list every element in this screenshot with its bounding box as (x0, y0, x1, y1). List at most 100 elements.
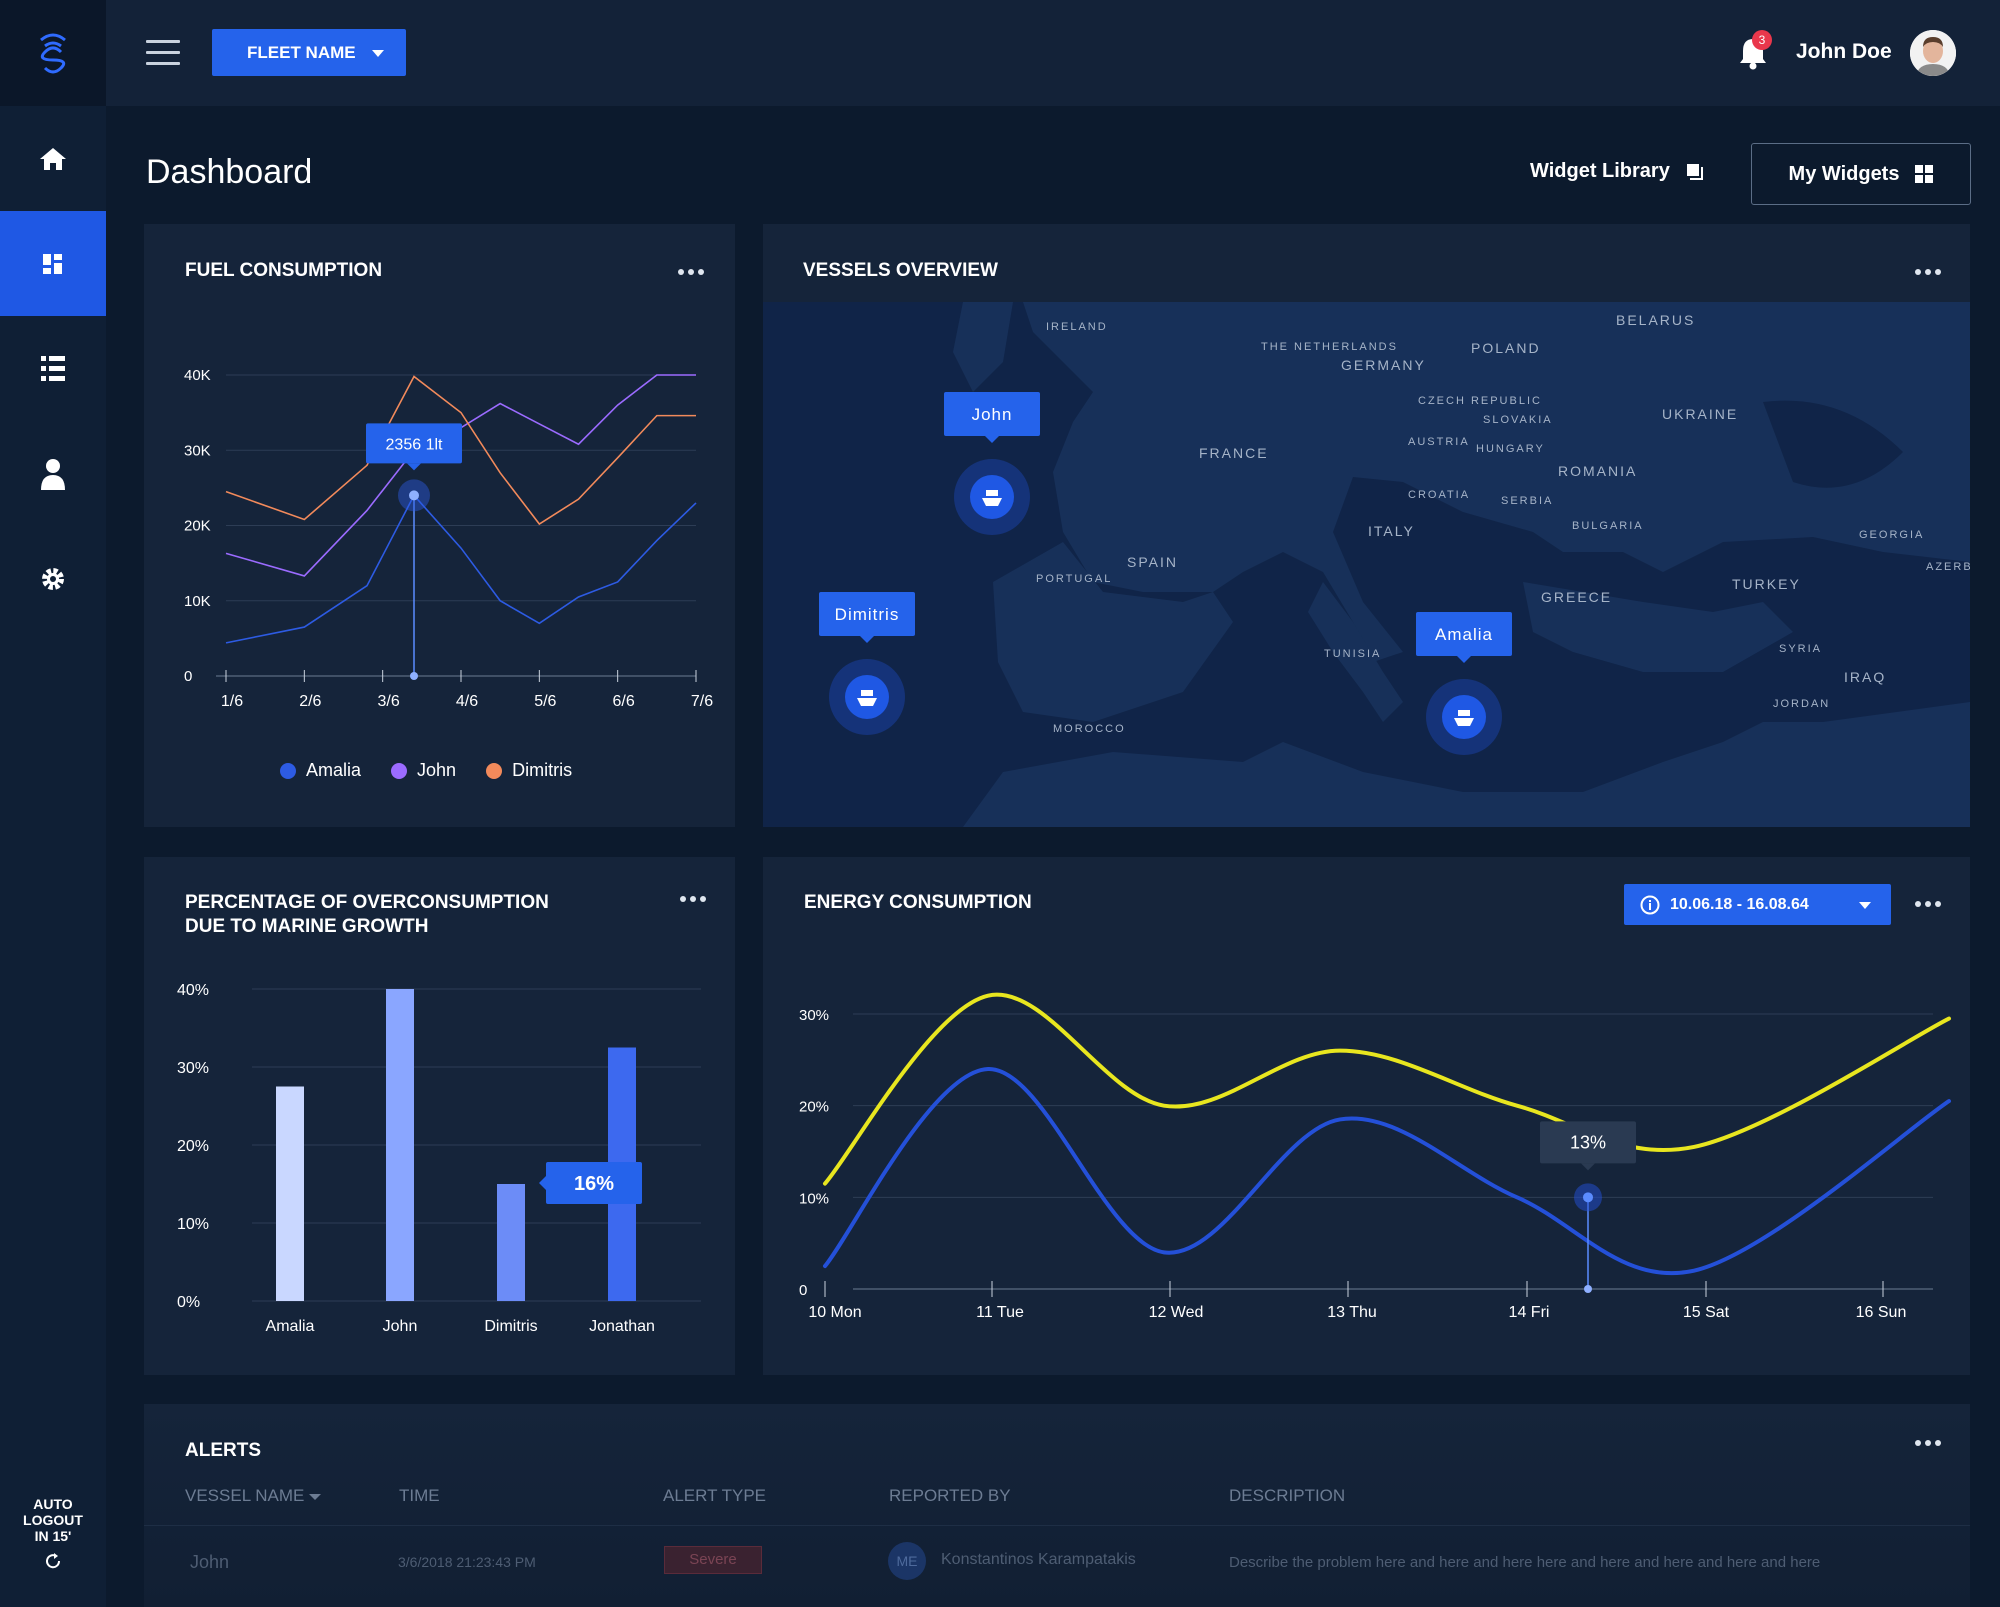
status-badge: Severe (664, 1546, 762, 1574)
energy-card-menu-icon[interactable] (1915, 901, 1941, 907)
column-vessel-name[interactable]: VESSEL NAME (185, 1486, 322, 1506)
reporter-avatar: ME (888, 1542, 926, 1580)
tooltip-arrow (1581, 1163, 1595, 1171)
legend-item-dimitris[interactable]: Dimitris (486, 760, 572, 781)
vessels-map[interactable]: IRELAND THE NETHERLANDS GERMANY POLAND BELAR… (763, 302, 1970, 827)
menu-icon[interactable] (146, 40, 180, 66)
column-alert-type[interactable]: ALERT TYPE (663, 1486, 766, 1505)
column-time[interactable]: TIME (399, 1486, 440, 1505)
table-row[interactable]: John 3/6/2018 21:23:43 PM Severe ME Kons… (144, 1525, 1970, 1591)
y-tick-label: 20% (799, 1099, 829, 1116)
map-label-tunisia: TUNISIA (1324, 648, 1381, 660)
map-label-ireland: IRELAND (1046, 321, 1108, 333)
legend-item-john[interactable]: John (391, 760, 456, 781)
sidebar-item-home[interactable] (0, 106, 106, 211)
chevron-down-icon (1859, 902, 1871, 909)
highlight-point (409, 490, 419, 501)
y-tick-label: 0 (799, 1282, 807, 1299)
marker-label-box (1416, 612, 1512, 656)
map-label-czech-republic: CZECH REPUBLIC (1418, 395, 1542, 407)
energy-card-title: ENERGY CONSUMPTION (804, 892, 1032, 913)
ship-icon (982, 490, 1002, 506)
map-label-portugal: PORTUGAL (1036, 573, 1112, 585)
y-tick-label: 40K (184, 367, 211, 384)
y-tick-label: 0% (177, 1294, 200, 1311)
map-label-greece: GREECE (1541, 589, 1612, 605)
sidebar-item-dashboard[interactable] (0, 211, 106, 316)
column-reported-by[interactable]: REPORTED BY (889, 1486, 1011, 1505)
y-tick-label: 20% (177, 1138, 209, 1155)
cell-description: Describe the problem here and here and h… (1229, 1554, 1821, 1571)
page-title: Dashboard (146, 153, 313, 191)
date-range-dropdown[interactable]: 10.06.18 - 16.08.64 (1624, 884, 1891, 925)
map-label-hungary: HUNGARY (1476, 443, 1545, 455)
tooltip-box (546, 1162, 642, 1204)
auto-logout-line3: IN 15' (34, 1528, 72, 1544)
x-tick-label: 3/6 (378, 693, 400, 710)
refresh-icon[interactable] (44, 1552, 62, 1570)
vessels-card-menu-icon[interactable] (1915, 269, 1941, 275)
x-tick-label: 5/6 (534, 693, 556, 710)
y-tick-label: 30K (184, 442, 211, 459)
map-label-poland: POLAND (1471, 340, 1541, 356)
y-tick-label: 10% (177, 1216, 209, 1233)
cell-reporter: Konstantinos Karampatakis (941, 1551, 1136, 1568)
marine-title-line1: PERCENTAGE OF OVERCONSUMPTION (185, 892, 549, 913)
notification-badge: 3 (1752, 30, 1772, 50)
my-widgets-button[interactable]: My Widgets (1751, 143, 1971, 205)
fleet-name-dropdown[interactable]: FLEET NAME (212, 29, 406, 76)
copy-icon (1686, 163, 1703, 180)
legend-dot-john (391, 762, 408, 779)
alerts-card: ALERTS VESSEL NAME TIME ALERT TYPE REPOR… (144, 1404, 1970, 1607)
x-tick-label: 1/6 (221, 693, 243, 710)
ship-icon (1454, 710, 1474, 726)
x-tick-label: 10 Mon (808, 1304, 861, 1321)
my-widgets-label: My Widgets (1788, 162, 1900, 185)
marine-bar-chart: 0% 10% 20% 30% 40% Amalia John Dimitris Jonathan… (177, 982, 701, 1335)
legend-label-john: John (417, 760, 457, 780)
marine-title-line2: DUE TO MARINE GROWTH (185, 916, 429, 937)
alerts-card-menu-icon[interactable] (1915, 1440, 1941, 1446)
fuel-card-menu-icon[interactable] (678, 269, 704, 275)
series-line-dimitris (225, 375, 696, 526)
legend-dot-dimitris (486, 762, 503, 779)
y-tick-label: 40% (177, 982, 209, 999)
legend-item-amalia[interactable]: Amalia (280, 760, 361, 781)
x-tick-label: 12 Wed (1149, 1304, 1204, 1321)
vessel-marker-john[interactable]: John (944, 392, 1040, 535)
sidebar-item-settings[interactable] (0, 526, 106, 631)
map-label-spain: SPAIN (1127, 554, 1178, 570)
legend-label-amalia: Amalia (306, 760, 362, 780)
fleet-name-label: FLEET NAME (247, 42, 356, 62)
bar-dimitris (497, 1184, 525, 1301)
user-name[interactable]: John Doe (1796, 40, 1892, 63)
logo-icon (40, 33, 66, 74)
map-label-serbia: SERBIA (1501, 495, 1553, 507)
sidebar-item-user[interactable] (0, 421, 106, 526)
auto-logout[interactable]: AUTO LOGOUT IN 15' (0, 1496, 106, 1570)
map-label-ukraine: UKRAINE (1662, 406, 1738, 422)
widget-library-button[interactable]: Widget Library (1530, 160, 1704, 183)
map-label-jordan: JORDAN (1773, 698, 1830, 710)
marine-card-menu-icon[interactable] (680, 896, 706, 902)
x-tick-label: 4/6 (456, 693, 478, 710)
x-tick-label: 6/6 (613, 693, 635, 710)
map-label-georgia: GEORGIA (1859, 529, 1924, 541)
info-icon (1640, 895, 1660, 914)
bar-john (386, 989, 414, 1301)
map-label-azerbaijan: AZERBAIJAN (1926, 561, 1970, 573)
sidebar-item-list[interactable] (0, 316, 106, 421)
ship-icon (857, 690, 877, 706)
cell-time: 3/6/2018 21:23:43 PM (398, 1554, 536, 1570)
y-tick-label: 30% (799, 1007, 829, 1024)
column-description[interactable]: DESCRIPTION (1229, 1486, 1346, 1505)
avatar[interactable] (1910, 30, 1956, 76)
app-logo[interactable] (0, 0, 106, 106)
marker-label: John (972, 405, 1013, 424)
vessel-marker-dimitris[interactable]: Dimitris (819, 592, 915, 735)
fuel-line-chart: 0 10K 20K 30K 40K 1/6 2/6 3/6 4/6 5/6 6/6 7/6 2356 1… (184, 367, 713, 710)
avatar-image (1910, 30, 1956, 76)
x-tick-label: John (383, 1318, 418, 1335)
vessel-marker-amalia[interactable]: Amalia (1416, 612, 1512, 755)
x-tick-label: 16 Sun (1856, 1304, 1907, 1321)
